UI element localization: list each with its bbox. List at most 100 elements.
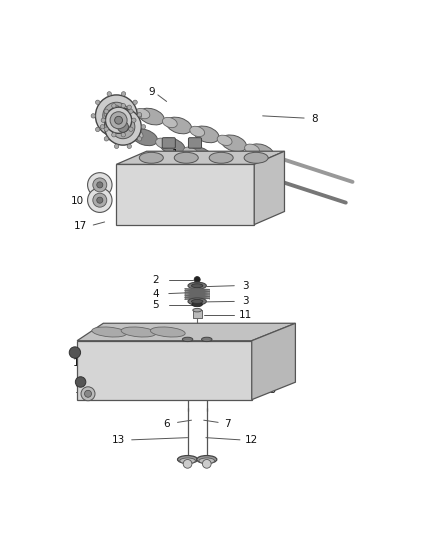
Circle shape [112, 133, 116, 137]
Ellipse shape [174, 152, 198, 163]
Ellipse shape [132, 129, 158, 146]
Circle shape [88, 188, 112, 213]
Circle shape [127, 144, 131, 149]
Circle shape [194, 277, 200, 282]
Circle shape [95, 95, 138, 137]
Circle shape [69, 347, 81, 358]
Ellipse shape [135, 109, 150, 119]
Circle shape [104, 109, 108, 114]
Ellipse shape [191, 300, 203, 303]
Circle shape [138, 136, 142, 141]
Ellipse shape [211, 156, 225, 166]
Circle shape [111, 115, 135, 139]
Circle shape [110, 112, 127, 129]
Ellipse shape [209, 152, 233, 163]
Circle shape [106, 107, 132, 133]
Ellipse shape [244, 152, 268, 163]
Polygon shape [77, 323, 295, 341]
Text: 4: 4 [152, 288, 159, 298]
Text: 9: 9 [148, 87, 155, 97]
Circle shape [75, 377, 86, 387]
Text: 1: 1 [172, 149, 179, 159]
Circle shape [114, 105, 119, 109]
Text: 10: 10 [71, 196, 84, 206]
Ellipse shape [180, 458, 195, 464]
Circle shape [88, 173, 112, 197]
Ellipse shape [139, 152, 163, 163]
Circle shape [103, 102, 130, 130]
Circle shape [138, 114, 142, 118]
Circle shape [129, 127, 133, 132]
Circle shape [100, 125, 105, 129]
Circle shape [101, 118, 106, 123]
Ellipse shape [193, 309, 201, 312]
Ellipse shape [183, 147, 198, 157]
Circle shape [121, 103, 125, 108]
Circle shape [105, 108, 141, 145]
Circle shape [104, 112, 109, 117]
Circle shape [81, 387, 95, 401]
Circle shape [133, 100, 137, 104]
Ellipse shape [150, 327, 185, 337]
Ellipse shape [191, 284, 203, 288]
Circle shape [91, 114, 95, 118]
Ellipse shape [199, 458, 215, 464]
Text: 14: 14 [75, 385, 88, 394]
Ellipse shape [162, 117, 177, 128]
Polygon shape [117, 164, 254, 224]
Ellipse shape [217, 135, 232, 146]
Ellipse shape [92, 327, 127, 337]
Circle shape [127, 105, 131, 109]
Ellipse shape [177, 456, 198, 463]
Text: 8: 8 [312, 114, 318, 124]
Polygon shape [252, 323, 295, 400]
Ellipse shape [192, 302, 202, 306]
Text: 11: 11 [239, 310, 252, 319]
Circle shape [114, 144, 119, 149]
Text: 6: 6 [163, 419, 170, 429]
Ellipse shape [242, 165, 267, 181]
Polygon shape [254, 151, 285, 224]
Ellipse shape [190, 126, 205, 136]
Circle shape [97, 197, 103, 203]
Text: 2: 2 [152, 276, 159, 286]
Circle shape [112, 103, 116, 108]
Ellipse shape [155, 138, 170, 148]
Ellipse shape [187, 147, 212, 164]
Circle shape [115, 116, 123, 124]
Ellipse shape [121, 327, 156, 337]
Text: 13: 13 [112, 435, 125, 445]
Circle shape [85, 390, 92, 397]
Ellipse shape [188, 282, 206, 289]
Ellipse shape [159, 138, 185, 155]
Circle shape [129, 109, 133, 114]
Text: 12: 12 [245, 435, 258, 445]
Bar [193, 310, 201, 318]
Text: 16: 16 [101, 393, 114, 403]
Circle shape [93, 178, 107, 192]
Circle shape [104, 127, 108, 132]
Circle shape [141, 125, 146, 129]
Circle shape [133, 127, 137, 132]
Circle shape [95, 100, 100, 104]
Text: 5: 5 [152, 300, 159, 310]
Ellipse shape [182, 337, 193, 342]
FancyBboxPatch shape [188, 138, 201, 148]
Ellipse shape [221, 135, 247, 151]
Text: 7: 7 [224, 419, 231, 429]
Circle shape [121, 136, 126, 140]
Ellipse shape [244, 144, 259, 155]
Circle shape [183, 459, 192, 468]
Ellipse shape [194, 126, 219, 143]
Circle shape [107, 136, 111, 140]
Text: 15: 15 [264, 385, 277, 394]
Ellipse shape [238, 165, 253, 175]
Circle shape [93, 193, 107, 207]
Circle shape [138, 112, 142, 117]
Circle shape [121, 133, 125, 137]
Circle shape [202, 459, 211, 468]
Ellipse shape [139, 108, 164, 125]
Text: 17: 17 [74, 221, 87, 231]
FancyBboxPatch shape [162, 138, 175, 148]
Ellipse shape [248, 144, 274, 160]
